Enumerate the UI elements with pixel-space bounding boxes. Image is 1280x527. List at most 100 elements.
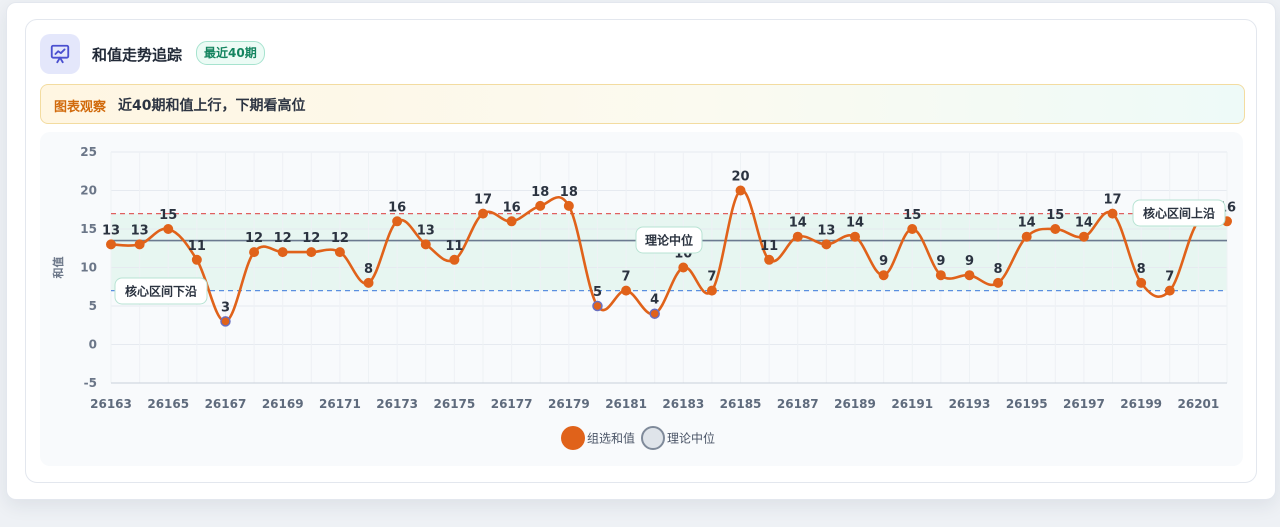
lower-bound-tag-text: 核心区间下沿: [125, 284, 197, 299]
observation-label: 图表观察: [54, 100, 107, 115]
data-label: 15: [1046, 208, 1064, 223]
trend-card: 和值走势追踪 最近40期 图表观察 近40期和值上行，下期看高位 -5 0 5 10 1…: [25, 19, 1257, 483]
data-point: [1050, 224, 1061, 234]
y-tick-label: -5: [84, 376, 97, 390]
median-tag: 理论中位: [635, 226, 703, 254]
data-label: 7: [707, 270, 716, 285]
x-tick-label: 26173: [376, 397, 418, 411]
data-point: [363, 277, 374, 288]
upper-bound-tag: 核心区间上沿: [1132, 199, 1226, 227]
x-tick-label: 26195: [1006, 397, 1048, 411]
data-label: 11: [760, 239, 778, 254]
lower-bound-tag-box: [114, 277, 208, 305]
y-tick-label: 5: [89, 299, 97, 313]
data-label: 16: [503, 200, 521, 215]
data-label: 11: [188, 239, 206, 254]
upper-bound-tag-text: 核心区间上沿: [1143, 206, 1215, 221]
data-label: 20: [731, 170, 749, 185]
data-label: 14: [1075, 216, 1093, 231]
data-point: [964, 270, 975, 281]
data-label: 8: [994, 262, 1003, 277]
series-line: [110, 189, 1228, 323]
observation-text: 近40期和值上行，下期看高位: [118, 98, 306, 114]
data-point: [563, 200, 574, 211]
x-tick-label: 26191: [891, 397, 933, 411]
data-label: 15: [903, 208, 921, 223]
legend-median-swatch: [641, 426, 665, 450]
data-point: [1136, 277, 1147, 288]
data-point: [277, 247, 288, 258]
x-tick-label: 26185: [720, 397, 762, 411]
page-frame: 和值走势追踪 最近40期 图表观察 近40期和值上行，下期看高位 -5 0 5 10 1…: [6, 2, 1276, 500]
x-tick-label: 26169: [262, 397, 304, 411]
data-point: [420, 239, 431, 250]
x-tick-label: 26179: [548, 397, 590, 411]
data-label: 4: [650, 293, 659, 308]
data-point: [850, 231, 860, 242]
data-point: [449, 254, 460, 265]
data-point: [1164, 285, 1175, 296]
y-tick-label: 25: [80, 145, 97, 159]
y-tick-label: 20: [80, 184, 97, 198]
data-point: [392, 216, 403, 227]
data-point: [249, 247, 260, 258]
data-point: [306, 247, 317, 258]
data-point: [191, 254, 202, 265]
x-tick-label: 26199: [1120, 397, 1162, 411]
data-point: [993, 277, 1004, 288]
x-tick-label: 26189: [834, 397, 876, 411]
data-point: [1078, 231, 1089, 242]
legend-series-label: 组选和值: [587, 431, 635, 446]
data-label: 7: [622, 270, 631, 285]
data-label: 5: [593, 285, 602, 300]
data-label: 3: [221, 300, 230, 315]
data-label: 12: [302, 231, 320, 246]
data-point: [821, 239, 832, 250]
data-point: [163, 224, 174, 234]
legend-series-swatch: [561, 426, 585, 450]
data-label: 8: [1137, 262, 1146, 277]
x-tick-label: 26171: [319, 397, 361, 411]
data-label: 11: [445, 239, 463, 254]
x-tick-label: 26177: [491, 397, 533, 411]
data-label: 14: [1018, 216, 1036, 231]
data-point: [535, 200, 546, 211]
data-point: [106, 239, 116, 250]
data-point: [1021, 231, 1032, 242]
y-tick-label: 10: [80, 261, 97, 275]
x-tick-label: 26187: [777, 397, 819, 411]
data-label: 8: [364, 262, 373, 277]
data-point: [735, 185, 746, 196]
data-label: 13: [417, 223, 435, 238]
data-point: [649, 308, 660, 319]
data-point: [1107, 208, 1118, 219]
lower-bound-tag: 核心区间下沿: [114, 277, 208, 305]
data-label: 9: [936, 254, 945, 269]
data-point: [621, 285, 632, 296]
data-label: 14: [789, 216, 807, 231]
data-point: [678, 262, 689, 273]
data-label: 16: [388, 200, 406, 215]
data-label: 9: [965, 254, 974, 269]
sum-trend-chart: -5 0 5 10 15 20 25 和值 26163 26165 26167 26169 26171 2…: [51, 145, 1236, 450]
x-tick-label: 26165: [147, 397, 189, 411]
data-label: 13: [817, 223, 835, 238]
chart-container: -5 0 5 10 15 20 25 和值 26163 26165 26167 26169 26171 2…: [40, 132, 1243, 466]
data-label: 12: [331, 231, 349, 246]
y-tick-label: 0: [89, 338, 97, 352]
data-label: 12: [274, 231, 292, 246]
y-axis-label: 和值: [51, 257, 65, 279]
data-label: 17: [474, 193, 492, 208]
data-point: [478, 208, 488, 219]
legend-median-label: 理论中位: [667, 431, 715, 446]
x-tick-label: 26163: [90, 397, 132, 411]
upper-bound-tag-box: [1132, 199, 1226, 227]
chart-presentation-icon: [40, 34, 80, 74]
data-point: [592, 300, 603, 312]
data-point: [506, 216, 517, 227]
data-label: 15: [159, 208, 177, 223]
x-tick-label: 26181: [605, 397, 647, 411]
data-label: 18: [531, 185, 549, 200]
data-label: 9: [879, 254, 888, 269]
x-tick-label: 26197: [1063, 397, 1105, 411]
